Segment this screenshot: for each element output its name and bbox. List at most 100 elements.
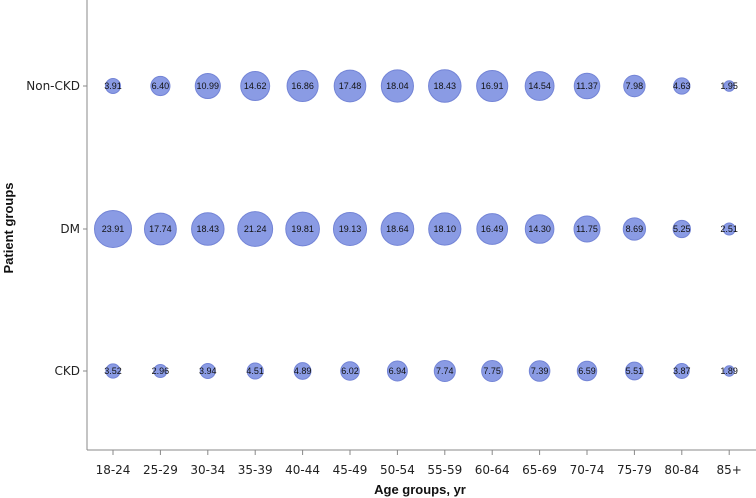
data-bubble [528,360,551,382]
x-tick-label: 45-49 [333,463,368,477]
x-tick-label: 30-34 [190,463,225,477]
x-tick-label: 75-79 [617,463,652,477]
y-tick-label: Non-CKD [26,79,80,93]
data-bubble [286,69,319,103]
data-label: 5.25 [673,224,691,234]
data-bubble [524,214,555,244]
data-label: 14.54 [528,81,551,91]
data-label: 3.91 [104,81,122,91]
data-bubble [191,212,225,246]
data-label: 14.62 [244,81,267,91]
data-bubble [143,212,177,246]
data-bubble [481,359,504,383]
y-axis-title: Patient groups [1,182,16,273]
data-bubble [723,365,735,377]
data-label: 4.51 [246,366,264,376]
data-bubble [476,213,509,245]
y-tick-label: DM [60,222,80,236]
data-label: 2.51 [720,224,738,234]
x-tick-label: 85+ [717,463,742,477]
data-bubble [105,363,121,379]
data-bubble [673,77,691,95]
data-label: 1.89 [720,366,738,376]
data-label: 3.87 [673,366,691,376]
data-label: 19.13 [339,224,362,234]
data-label: 14.30 [528,224,551,234]
data-bubble [237,211,274,247]
data-label: 6.59 [578,366,596,376]
x-tick-label: 55-59 [427,463,462,477]
data-label: 17.48 [339,81,362,91]
data-bubble [340,361,360,381]
x-tick-label: 50-54 [380,463,415,477]
data-label: 18.10 [434,224,457,234]
data-bubble [673,363,690,379]
y-tick-label: CKD [55,364,81,378]
data-label: 21.24 [244,224,267,234]
data-bubble [240,71,271,101]
data-bubble [623,74,646,98]
data-label: 23.91 [102,224,125,234]
data-label: 18.64 [386,224,409,234]
data-bubble [524,71,555,101]
data-bubble [246,362,264,380]
data-label: 18.43 [434,81,457,91]
x-axis-title: Age groups, yr [374,482,466,497]
data-label: 11.75 [576,224,598,234]
data-bubble [94,210,132,248]
data-bubble [428,212,462,246]
data-bubble [199,362,216,380]
data-label: 3.52 [104,366,122,376]
data-bubble [428,69,462,103]
x-tick-label: 18-24 [96,463,131,477]
data-bubble [573,72,601,100]
data-label: 16.49 [481,224,504,234]
data-bubble [576,360,598,382]
data-bubble [285,211,320,247]
data-label: 7.98 [626,81,644,91]
data-label: 6.02 [341,366,359,376]
data-bubble [433,359,456,383]
data-bubble [194,72,221,100]
data-bubble [150,75,171,97]
x-tick-label: 65-69 [522,463,557,477]
x-tick-label: 70-74 [570,463,605,477]
data-bubble [573,215,601,243]
data-bubble [672,219,691,239]
data-label: 6.94 [389,366,407,376]
data-bubble [723,80,735,92]
data-bubble [293,362,312,380]
data-label: 7.75 [483,366,501,376]
data-label: 11.37 [576,81,598,91]
data-label: 16.91 [481,81,504,91]
data-label: 6.40 [152,81,170,91]
data-bubble [380,212,415,246]
data-bubble [105,78,121,94]
data-bubble [622,217,647,241]
data-label: 16.86 [291,81,314,91]
data-label: 1.95 [720,81,738,91]
data-label: 4.89 [294,366,312,376]
x-tick-label: 35-39 [238,463,273,477]
data-label: 8.69 [626,224,644,234]
data-bubble [476,69,509,103]
data-label: 5.51 [626,366,644,376]
x-tick-label: 40-44 [285,463,320,477]
data-label: 2.96 [152,366,170,376]
data-label: 7.39 [531,366,549,376]
data-bubble [380,69,414,103]
data-bubble [153,363,168,379]
data-label: 17.74 [149,224,172,234]
data-bubble [332,211,368,247]
data-label: 18.04 [386,81,409,91]
data-bubble [625,361,644,381]
x-tick-label: 80-84 [664,463,699,477]
data-bubble [333,69,367,103]
data-label: 3.94 [199,366,217,376]
data-label: 10.99 [197,81,220,91]
x-tick-label: 25-29 [143,463,178,477]
data-label: 18.43 [197,224,220,234]
data-bubble [722,222,736,236]
data-label: 7.74 [436,366,454,376]
